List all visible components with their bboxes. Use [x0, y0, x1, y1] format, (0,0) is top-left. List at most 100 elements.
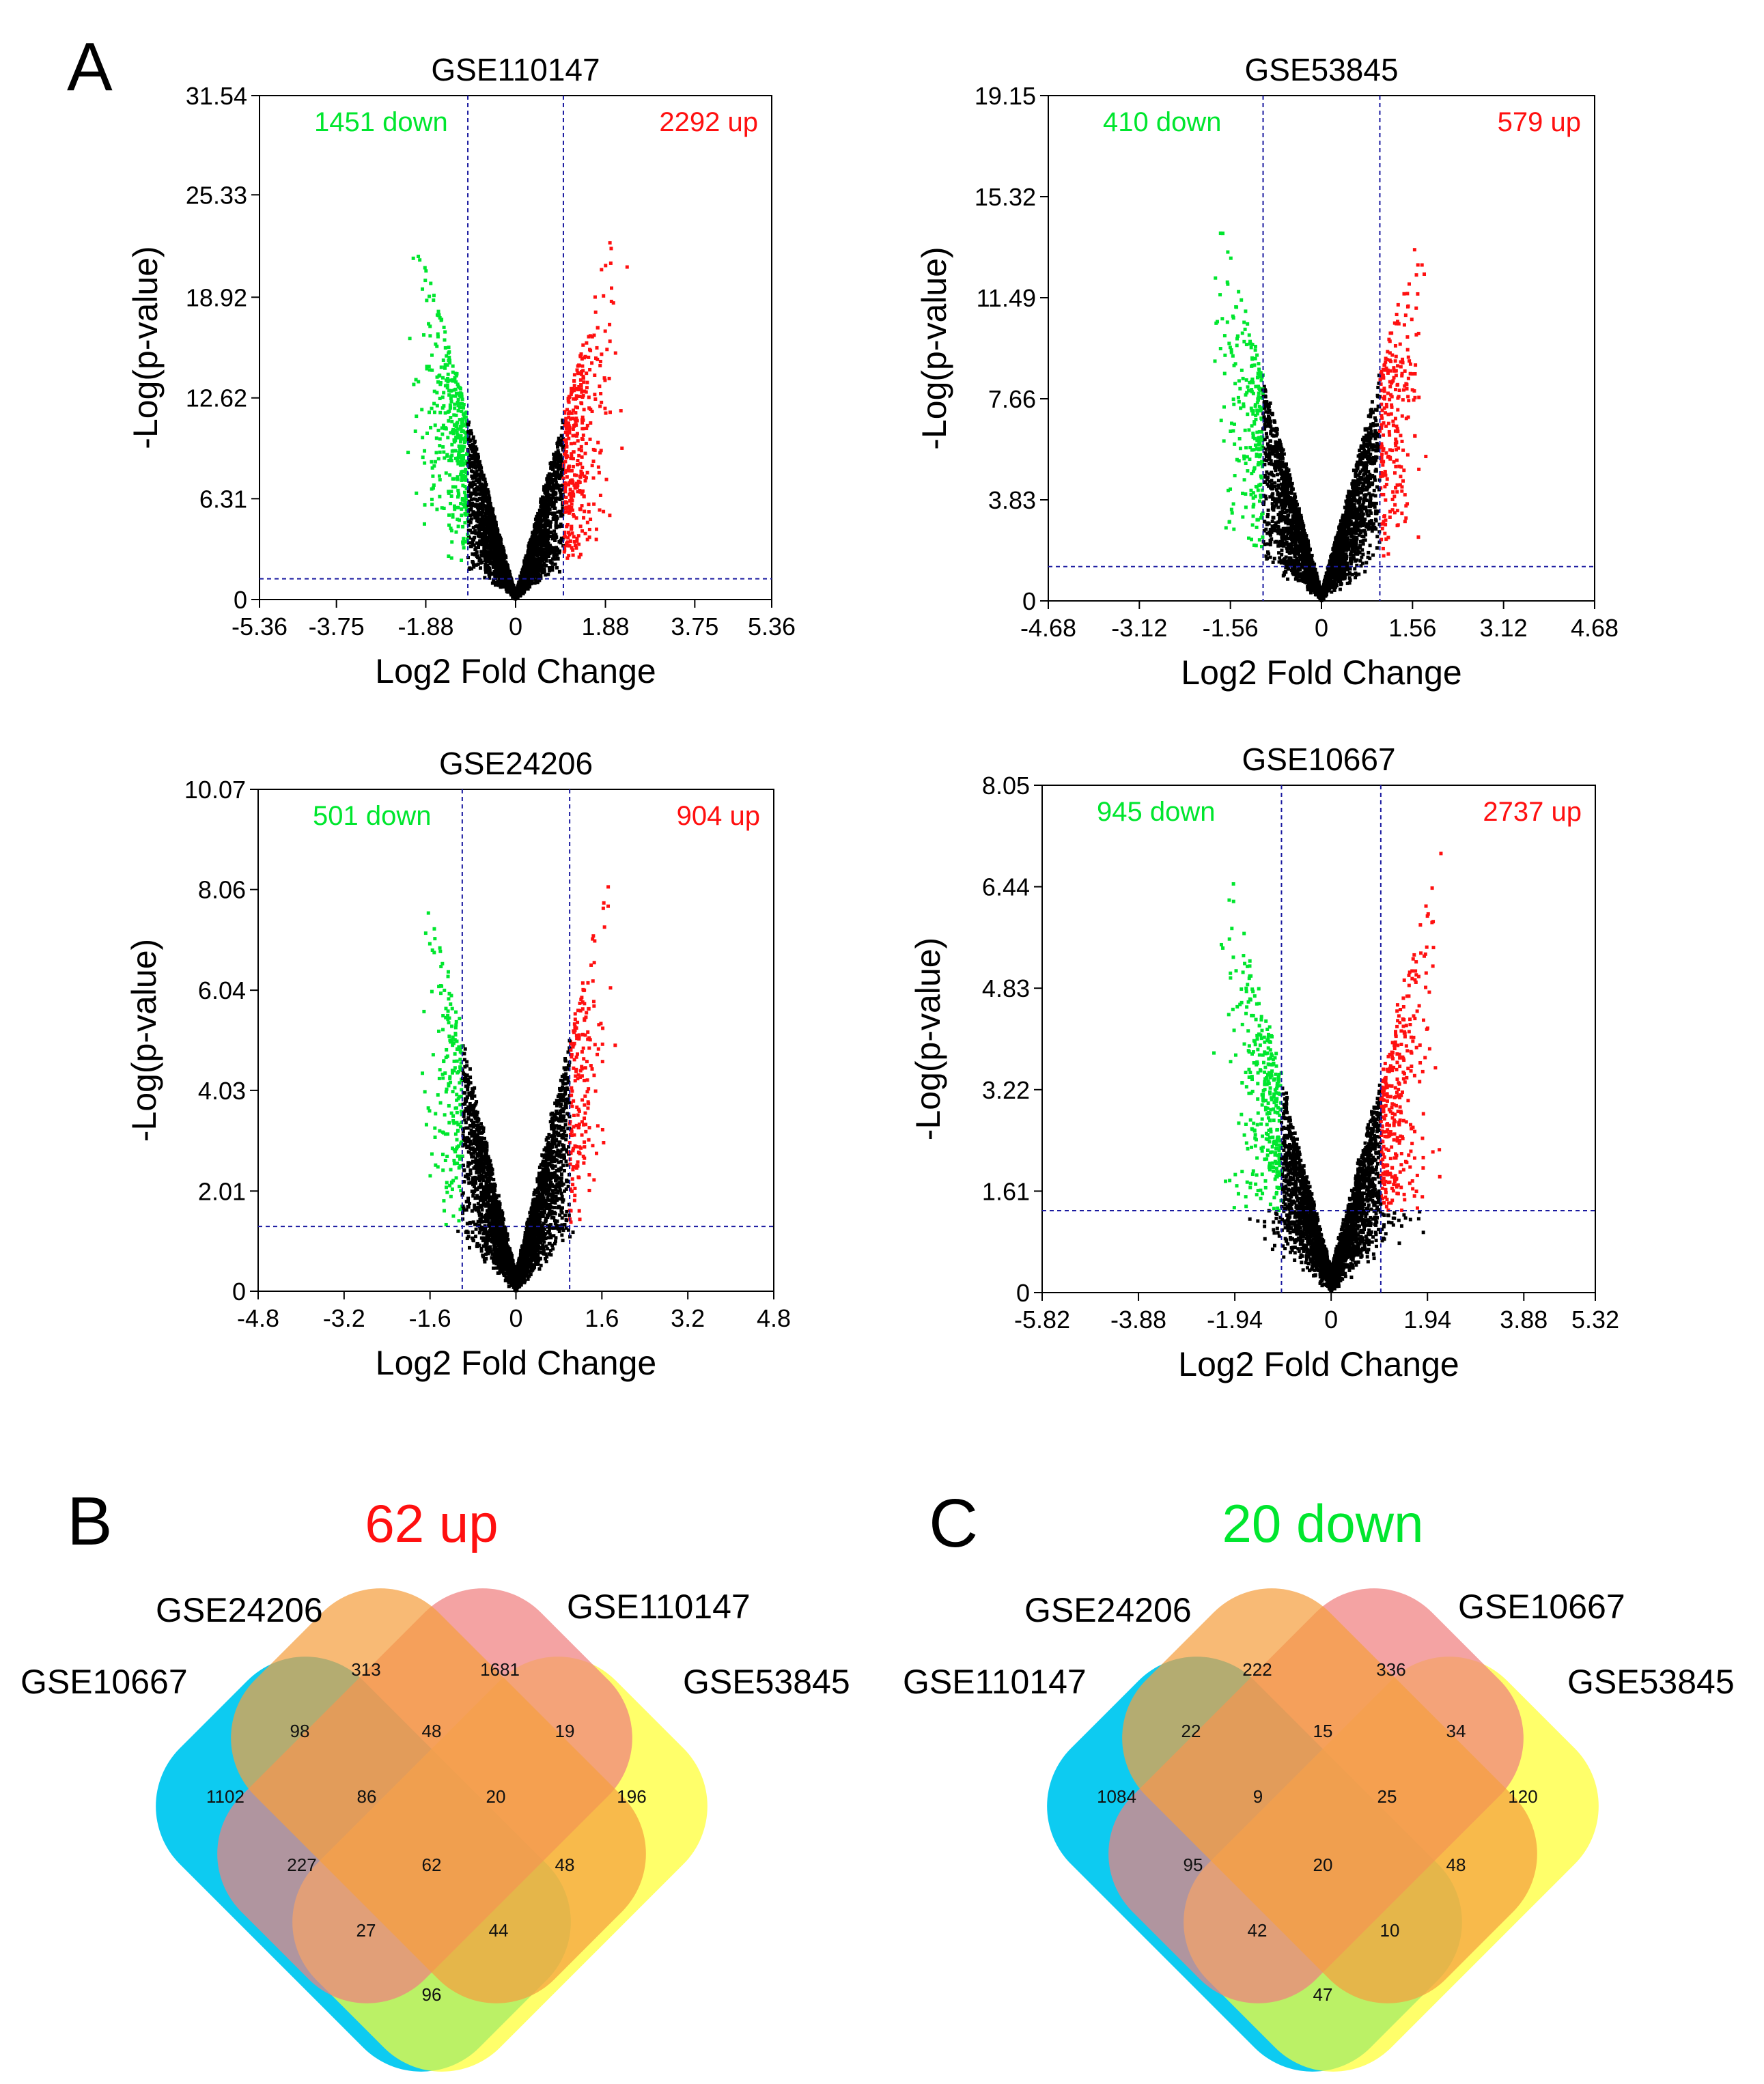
y-tick-label: 18.92	[186, 283, 247, 311]
scatter-point	[566, 421, 570, 425]
scatter-point	[454, 374, 458, 378]
scatter-point	[559, 458, 563, 462]
scatter-point	[468, 443, 472, 447]
scatter-point	[546, 554, 550, 558]
scatter-point	[436, 457, 440, 461]
scatter-point	[467, 499, 471, 503]
scatter-point	[582, 427, 586, 431]
scatter-point	[555, 496, 559, 501]
scatter-point	[481, 516, 485, 520]
scatter-point	[424, 269, 428, 273]
scatter-point	[485, 520, 489, 524]
scatter-point	[449, 378, 453, 382]
scatter-point	[1414, 333, 1418, 337]
scatter-point	[468, 508, 473, 512]
scatter-point	[471, 504, 475, 508]
scatter-point	[539, 497, 543, 501]
scatter-point	[565, 445, 569, 449]
scatter-point	[428, 324, 432, 328]
scatter-point	[432, 402, 436, 406]
scatter-point	[462, 537, 466, 541]
scatter-point	[523, 557, 527, 561]
scatter-point	[542, 530, 546, 534]
scatter-point	[440, 506, 444, 510]
scatter-point	[533, 564, 537, 568]
scatter-point	[620, 446, 624, 450]
scatter-point	[438, 450, 442, 454]
scatter-point	[1255, 408, 1259, 412]
scatter-point	[442, 325, 446, 329]
scatter-point	[557, 569, 561, 574]
scatter-point	[1285, 546, 1289, 550]
scatter-point	[1309, 591, 1313, 595]
scatter-point	[459, 395, 463, 399]
scatter-point	[527, 541, 531, 546]
scatter-point	[537, 546, 542, 550]
scatter-point	[1233, 422, 1237, 426]
scatter-point	[461, 503, 465, 507]
scatter-point	[484, 518, 488, 522]
scatter-point	[568, 428, 572, 432]
scatter-point	[580, 472, 585, 476]
scatter-point	[1237, 290, 1241, 294]
scatter-point	[609, 299, 613, 303]
scatter-point	[578, 395, 582, 399]
scatter-point	[428, 410, 432, 414]
scatter-point	[1265, 482, 1270, 486]
scatter-point	[593, 397, 598, 401]
scatter-point	[496, 556, 500, 560]
scatter-point	[488, 557, 492, 561]
scatter-point	[464, 462, 468, 466]
scatter-point	[581, 369, 585, 373]
scatter-point	[1359, 564, 1363, 568]
scatter-point	[533, 581, 537, 585]
scatter-point	[1290, 485, 1294, 490]
scatter-point	[482, 533, 486, 537]
scatter-point	[464, 460, 468, 464]
scatter-point	[583, 451, 587, 455]
scatter-point	[1294, 514, 1298, 518]
scatter-point	[564, 421, 568, 425]
scatter-point	[1253, 356, 1257, 361]
scatter-point	[490, 550, 494, 554]
scatter-point	[471, 563, 475, 567]
scatter-point	[492, 578, 496, 582]
scatter-point	[553, 455, 557, 459]
scatter-point	[430, 353, 434, 357]
scatter-point	[584, 441, 588, 445]
scatter-point	[473, 450, 477, 454]
scatter-point	[1289, 561, 1293, 565]
scatter-point	[535, 547, 539, 551]
scatter-point	[1384, 451, 1388, 455]
scatter-point	[567, 483, 571, 487]
scatter-point	[1254, 413, 1258, 417]
scatter-point	[505, 589, 509, 593]
scatter-point	[456, 408, 460, 412]
scatter-point	[1222, 334, 1227, 338]
scatter-point	[1373, 494, 1377, 498]
scatter-point	[1384, 498, 1388, 502]
scatter-point	[576, 439, 580, 443]
scatter-point	[1257, 430, 1261, 434]
scatter-point	[556, 557, 560, 561]
scatter-point	[551, 533, 555, 537]
scatter-point	[1257, 391, 1261, 395]
scatter-point	[570, 531, 574, 535]
scatter-point	[608, 322, 612, 326]
scatter-point	[563, 438, 568, 442]
scatter-point	[1285, 540, 1289, 544]
scatter-point	[551, 464, 555, 468]
scatter-point	[451, 513, 455, 517]
scatter-point	[548, 525, 552, 529]
scatter-point	[1233, 442, 1237, 446]
scatter-point	[1275, 473, 1279, 477]
scatter-point	[596, 440, 600, 445]
scatter-point	[472, 497, 476, 501]
scatter-point	[1362, 465, 1366, 469]
scatter-point	[594, 356, 598, 360]
scatter-point	[1244, 393, 1248, 397]
scatter-point	[475, 469, 479, 473]
x-tick-label: -5.36	[232, 612, 288, 640]
scatter-point	[570, 508, 574, 512]
scatter-point	[494, 571, 498, 575]
